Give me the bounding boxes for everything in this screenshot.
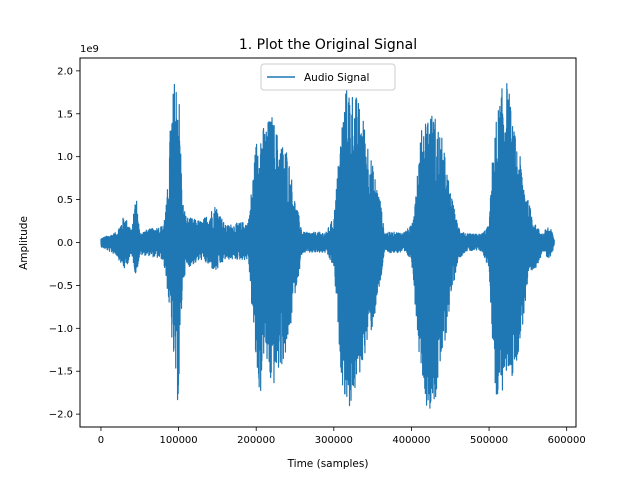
legend-label: Audio Signal [304, 72, 369, 84]
y-offset-label: 1e9 [80, 44, 99, 55]
chart-title: 1. Plot the Original Signal [239, 37, 417, 53]
y-tick-label: −2.0 [49, 410, 73, 421]
x-tick-label: 0 [98, 435, 104, 446]
x-axis-ticks: 0 100000 200000 300000 400000 500000 600000 [98, 427, 586, 446]
x-tick-label: 100000 [159, 435, 197, 446]
legend: Audio Signal [260, 63, 396, 91]
y-tick-label: 0.5 [57, 195, 73, 206]
x-tick-label: 200000 [237, 435, 275, 446]
x-tick-label: 600000 [548, 435, 586, 446]
y-tick-label: 2.0 [57, 66, 73, 77]
y-tick-label: −1.0 [49, 324, 73, 335]
y-tick-label: 1.0 [57, 152, 73, 163]
x-tick-label: 500000 [470, 435, 508, 446]
x-axis-title: Time (samples) [287, 458, 369, 470]
y-tick-label: 0.0 [57, 238, 73, 249]
series-layer [100, 83, 555, 409]
y-axis-ticks: −2.0 −1.5 −1.0 −0.5 0.0 0.5 1.0 1.5 2.0 [49, 66, 80, 421]
x-tick-label: 300000 [315, 435, 353, 446]
y-axis-title: Amplitude [18, 216, 30, 270]
plot-frame [79, 57, 577, 428]
x-tick-label: 400000 [392, 435, 430, 446]
audio-signal-line [100, 83, 555, 409]
y-tick-label: −1.5 [49, 367, 73, 378]
y-tick-label: −0.5 [49, 281, 73, 292]
y-tick-label: 1.5 [57, 109, 73, 120]
legend-box [260, 63, 396, 91]
